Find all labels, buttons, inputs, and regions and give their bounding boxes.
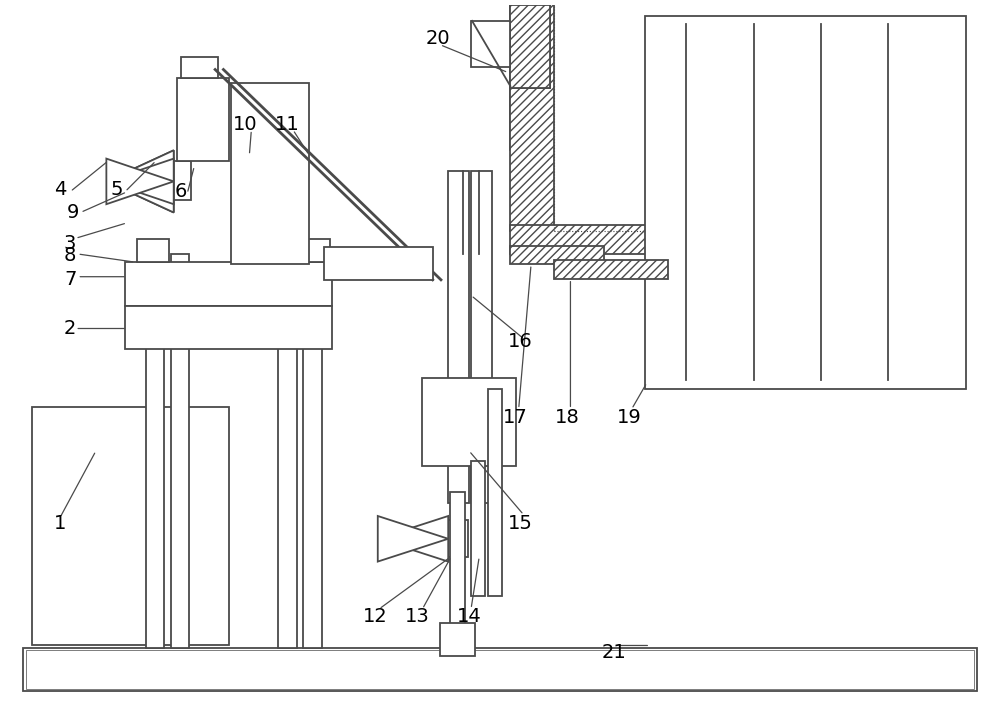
Text: 8: 8	[64, 247, 76, 265]
Bar	[324, 247, 433, 280]
Polygon shape	[106, 150, 174, 212]
Bar	[510, 5, 550, 88]
Text: 4: 4	[54, 180, 66, 199]
Bar	[510, 4, 554, 231]
Bar	[550, 7, 552, 150]
Bar	[471, 21, 510, 67]
Text: 9: 9	[67, 203, 79, 222]
Text: 12: 12	[363, 607, 388, 626]
Text: 21: 21	[602, 644, 626, 662]
Bar	[137, 240, 169, 262]
Bar	[270, 240, 330, 262]
Text: 2: 2	[64, 319, 76, 338]
Text: 18: 18	[555, 408, 580, 427]
Bar	[510, 7, 550, 150]
Bar	[488, 388, 502, 596]
Text: 16: 16	[508, 332, 533, 352]
Polygon shape	[378, 516, 448, 561]
Polygon shape	[106, 150, 174, 212]
Bar	[445, 520, 468, 558]
Text: 20: 20	[426, 29, 450, 48]
Bar	[645, 16, 966, 388]
Text: 17: 17	[503, 408, 528, 427]
Bar	[231, 83, 309, 265]
Bar	[422, 378, 516, 466]
Bar	[146, 254, 164, 648]
Text: 14: 14	[457, 607, 481, 626]
Text: 10: 10	[233, 115, 257, 134]
Text: 11: 11	[275, 115, 300, 134]
Bar	[125, 262, 332, 306]
Polygon shape	[106, 159, 174, 204]
Bar	[32, 408, 229, 646]
Text: 6: 6	[175, 182, 187, 201]
Text: 19: 19	[617, 408, 642, 427]
Text: 3: 3	[64, 234, 76, 253]
Bar	[554, 260, 668, 279]
Bar	[471, 171, 492, 503]
Bar	[181, 57, 218, 78]
Bar	[278, 254, 297, 648]
Text: 13: 13	[405, 607, 430, 626]
Bar	[510, 5, 550, 88]
Bar	[169, 161, 191, 200]
Bar	[23, 648, 977, 691]
Bar	[26, 650, 974, 689]
Text: 1: 1	[54, 514, 66, 533]
Polygon shape	[106, 159, 174, 204]
Bar	[171, 254, 189, 648]
Text: 7: 7	[64, 270, 76, 290]
Bar	[510, 246, 604, 265]
Bar	[448, 171, 469, 503]
Bar	[303, 254, 322, 648]
Text: 5: 5	[110, 180, 123, 199]
Bar	[510, 225, 718, 254]
Bar	[440, 623, 475, 656]
Bar	[471, 461, 485, 596]
Polygon shape	[378, 516, 448, 561]
Text: 15: 15	[508, 514, 533, 533]
Bar	[450, 492, 465, 642]
Bar	[177, 78, 229, 161]
Bar	[125, 306, 332, 349]
